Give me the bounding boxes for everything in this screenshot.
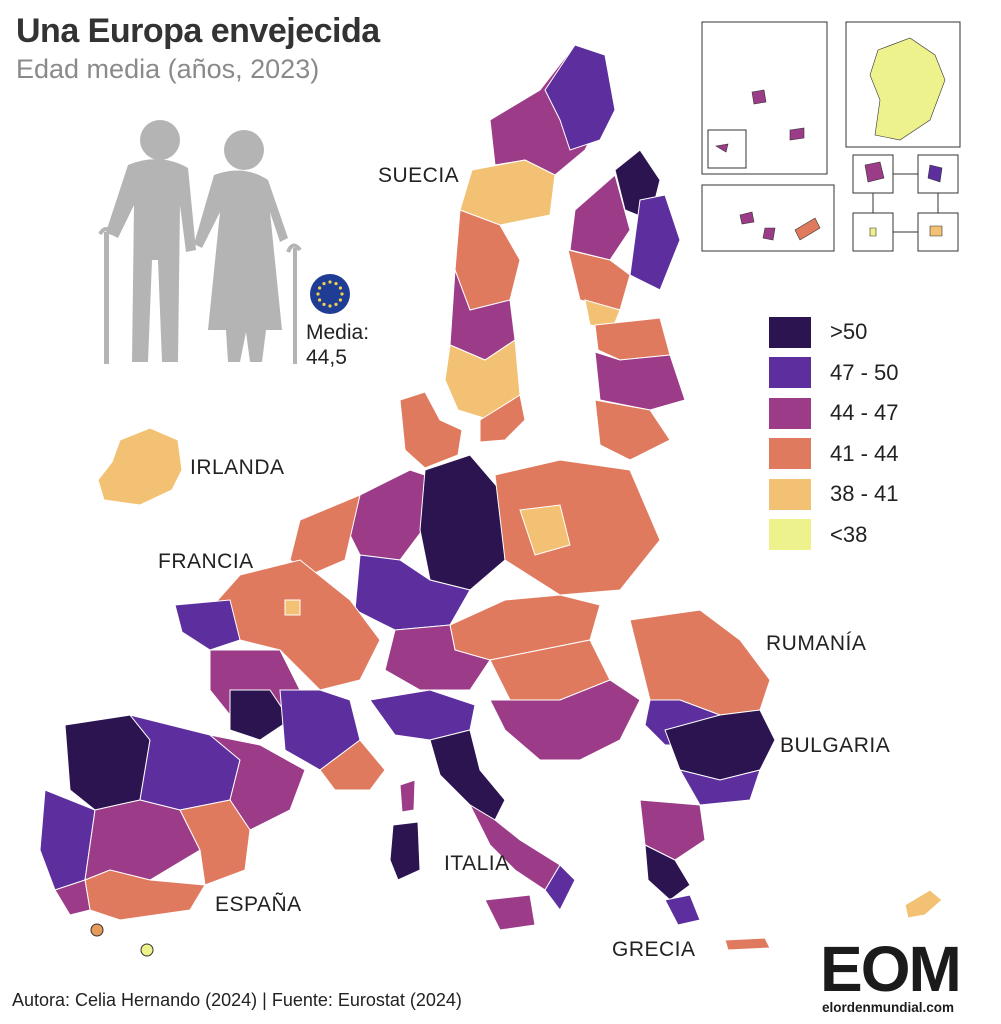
inset-regions <box>715 37 946 241</box>
label-rumania: RUMANÍA <box>766 632 866 655</box>
legend-item: >50 <box>768 312 899 353</box>
region-baltics <box>594 317 686 461</box>
region-canary-dot-a <box>90 923 104 937</box>
chart-title: Una Europa envejecida <box>16 12 380 50</box>
label-suecia: SUECIA <box>378 164 459 187</box>
eom-logo-url[interactable]: elordenmundial.com <box>822 1000 955 1015</box>
legend-label: 44 - 47 <box>830 400 899 426</box>
region-italy <box>369 689 576 931</box>
eu-average: Media: 44,5 <box>306 320 369 370</box>
legend-label: >50 <box>830 319 868 345</box>
region-finland <box>567 149 681 331</box>
legend-item: 44 - 47 <box>768 393 899 434</box>
legend-label: 47 - 50 <box>830 359 899 385</box>
region-sweden <box>444 44 616 443</box>
label-italia: ITALIA <box>444 852 510 875</box>
eom-logo-letters: EOM <box>820 933 962 1005</box>
region-danube <box>384 594 611 701</box>
legend-item: 38 - 41 <box>768 474 899 515</box>
legend-swatch <box>768 396 812 430</box>
label-grecia: GRECIA <box>612 938 696 961</box>
legend-swatch <box>768 437 812 471</box>
region-denmark <box>399 391 463 469</box>
legend-swatch <box>768 356 812 390</box>
eu-average-label: Media: <box>306 321 370 344</box>
legend-label: <38 <box>830 521 868 547</box>
region-ireland <box>97 427 183 506</box>
elderly-couple-silhouette <box>98 120 302 364</box>
legend-label: 38 - 41 <box>830 481 899 507</box>
legend-swatch <box>768 315 812 349</box>
region-balkans <box>489 609 776 951</box>
label-francia: FRANCIA <box>158 550 254 573</box>
legend-label: 41 - 44 <box>830 440 899 466</box>
region-france <box>174 559 386 791</box>
region-canary-dot-b <box>140 943 154 957</box>
chart-subtitle: Edad media (años, 2023) <box>16 54 320 84</box>
region-iberia <box>39 714 306 921</box>
legend-item: <38 <box>768 515 899 556</box>
credits: Autora: Celia Hernando (2024) | Fuente: … <box>12 990 462 1010</box>
legend: >50 47 - 50 44 - 47 41 - 44 38 - 41 <38 <box>768 312 899 555</box>
legend-item: 41 - 44 <box>768 434 899 475</box>
eu-flag-icon <box>310 274 350 314</box>
legend-swatch <box>768 518 812 552</box>
label-bulgaria: BULGARIA <box>780 734 890 757</box>
label-espana: ESPAÑA <box>215 892 302 916</box>
region-cyprus <box>904 889 943 919</box>
eu-average-value: 44,5 <box>306 346 347 369</box>
region-central-europe <box>289 454 661 631</box>
label-irlanda: IRLANDA <box>190 456 285 479</box>
eom-logo[interactable]: EOM elordenmundial.com <box>820 936 992 1020</box>
legend-swatch <box>768 477 812 511</box>
legend-item: 47 - 50 <box>768 353 899 394</box>
inset-boxes <box>701 21 961 252</box>
